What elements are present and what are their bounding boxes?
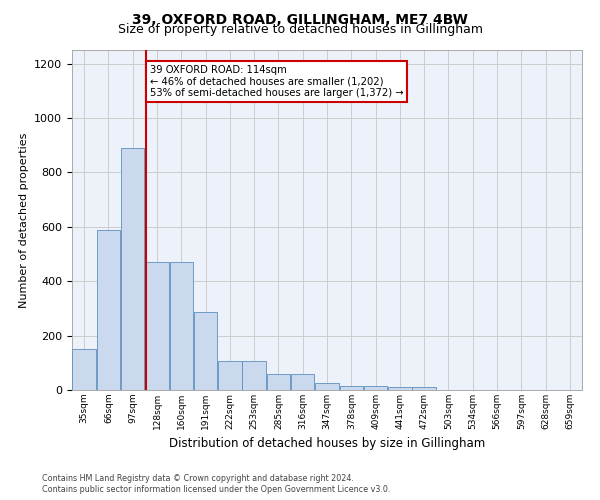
Bar [194, 312, 217, 390]
Text: 39 OXFORD ROAD: 114sqm
← 46% of detached houses are smaller (1,202)
53% of semi-: 39 OXFORD ROAD: 114sqm ← 46% of detached… [150, 65, 403, 98]
Bar [97, 230, 120, 390]
Bar [73, 349, 96, 390]
Text: Contains HM Land Registry data © Crown copyright and database right 2024.
Contai: Contains HM Land Registry data © Crown c… [42, 474, 391, 494]
Bar [121, 148, 145, 390]
Bar [218, 362, 242, 390]
Bar [340, 386, 363, 390]
Bar [266, 374, 290, 390]
Bar [145, 262, 169, 390]
Bar [242, 362, 266, 390]
Bar [364, 386, 388, 390]
Bar [291, 374, 314, 390]
Bar [388, 388, 412, 390]
X-axis label: Distribution of detached houses by size in Gillingham: Distribution of detached houses by size … [169, 438, 485, 450]
Bar [412, 388, 436, 390]
Bar [170, 262, 193, 390]
Text: Size of property relative to detached houses in Gillingham: Size of property relative to detached ho… [118, 22, 482, 36]
Bar [315, 383, 339, 390]
Text: 39, OXFORD ROAD, GILLINGHAM, ME7 4BW: 39, OXFORD ROAD, GILLINGHAM, ME7 4BW [132, 12, 468, 26]
Y-axis label: Number of detached properties: Number of detached properties [19, 132, 29, 308]
